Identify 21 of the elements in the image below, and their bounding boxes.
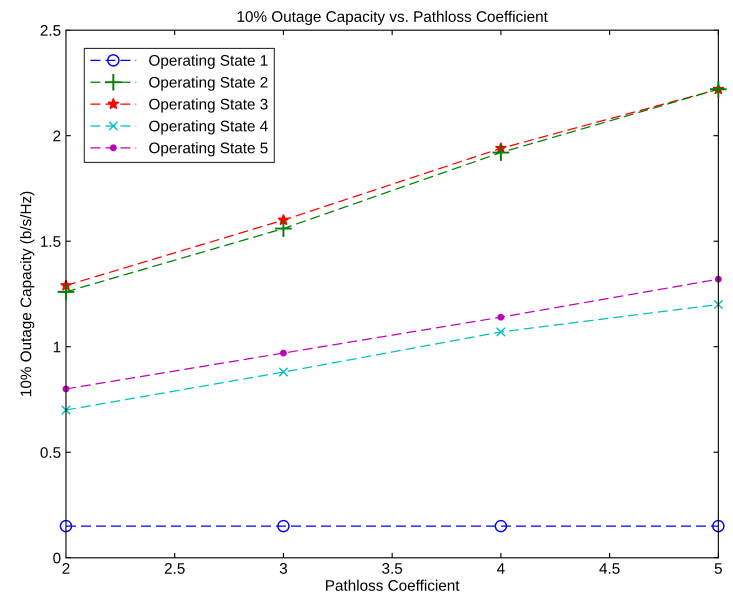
x-tick-label: 4.5 xyxy=(599,563,620,574)
y-tick-label: 0.5 xyxy=(40,447,60,458)
y-tick-label: 2.5 xyxy=(40,25,60,36)
x-axis-title: Pathloss Coefficient xyxy=(326,580,460,591)
x-tick-label: 4 xyxy=(496,563,505,574)
x-tick-label: 2 xyxy=(62,563,70,574)
x-tick-label: 3.5 xyxy=(382,563,402,574)
x-tick-label: 2.5 xyxy=(164,563,185,574)
y-axis-title: 10% Outage Capacity (b/s/Hz) xyxy=(20,192,34,396)
legend-label: Operating State 5 xyxy=(149,142,268,156)
legend-label: Operating State 4 xyxy=(149,120,268,134)
y-tick-label: 1.5 xyxy=(41,236,60,247)
y-tick-label: 0 xyxy=(53,552,61,564)
legend-label: Operating State 3 xyxy=(149,98,268,113)
chart-title: 10% Outage Capacity vs. Pathloss Coefficient xyxy=(238,10,548,25)
x-tick-label: 3 xyxy=(280,563,288,574)
x-tick-label: 5 xyxy=(714,563,722,574)
legend-label: Operating State 1 xyxy=(149,54,268,69)
legend-label: Operating State 2 xyxy=(149,76,268,91)
y-tick-label: 1 xyxy=(54,342,60,352)
y-tick-label: 2 xyxy=(53,130,60,142)
